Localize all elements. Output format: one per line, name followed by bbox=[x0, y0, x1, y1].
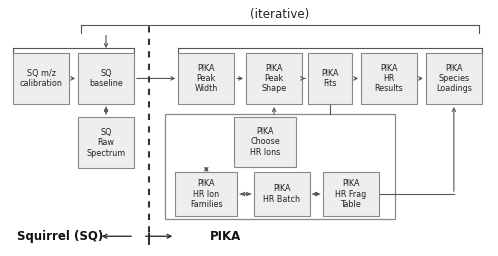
Text: PIKA: PIKA bbox=[210, 230, 241, 243]
FancyBboxPatch shape bbox=[13, 53, 69, 104]
FancyBboxPatch shape bbox=[78, 117, 134, 168]
FancyBboxPatch shape bbox=[323, 172, 378, 216]
Bar bbox=[165, 114, 394, 219]
FancyBboxPatch shape bbox=[253, 172, 310, 216]
Text: PIKA
Species
Loadings: PIKA Species Loadings bbox=[436, 63, 472, 93]
FancyBboxPatch shape bbox=[308, 53, 352, 104]
FancyBboxPatch shape bbox=[175, 172, 237, 216]
FancyBboxPatch shape bbox=[178, 53, 234, 104]
Text: PIKA
HR Ion
Families: PIKA HR Ion Families bbox=[190, 179, 223, 209]
FancyBboxPatch shape bbox=[246, 53, 302, 104]
Text: PIKA
HR
Results: PIKA HR Results bbox=[374, 63, 403, 93]
FancyBboxPatch shape bbox=[234, 117, 296, 167]
Text: Squirrel (SQ): Squirrel (SQ) bbox=[17, 230, 104, 243]
FancyBboxPatch shape bbox=[78, 53, 134, 104]
Text: PIKA
HR Batch: PIKA HR Batch bbox=[263, 184, 300, 204]
Text: PIKA
Fits: PIKA Fits bbox=[321, 69, 339, 88]
Text: PIKA
Peak
Width: PIKA Peak Width bbox=[195, 63, 218, 93]
Text: (iterative): (iterative) bbox=[250, 8, 310, 21]
Text: PIKA
Choose
HR Ions: PIKA Choose HR Ions bbox=[250, 127, 280, 157]
Text: PIKA
Peak
Shape: PIKA Peak Shape bbox=[261, 63, 287, 93]
Text: PIKA
HR Frag
Table: PIKA HR Frag Table bbox=[335, 179, 367, 209]
FancyBboxPatch shape bbox=[361, 53, 417, 104]
Text: SQ m/z
calibration: SQ m/z calibration bbox=[20, 69, 63, 88]
FancyBboxPatch shape bbox=[426, 53, 482, 104]
Text: SQ
baseline: SQ baseline bbox=[89, 69, 123, 88]
Text: SQ
Raw
Spectrum: SQ Raw Spectrum bbox=[87, 128, 125, 158]
